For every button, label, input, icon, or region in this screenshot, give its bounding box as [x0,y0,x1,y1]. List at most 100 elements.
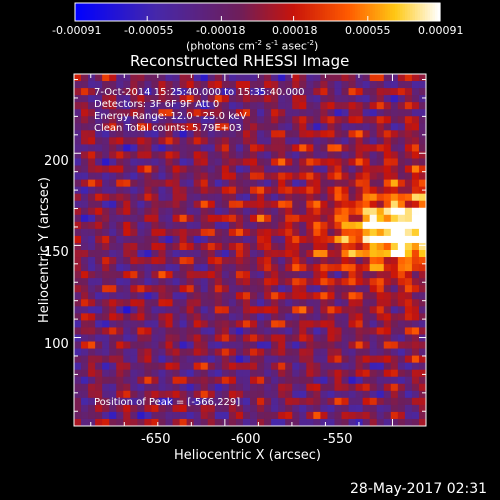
heatmap-cell [158,137,166,145]
heatmap-cell [130,130,138,138]
heatmap-cell [123,299,131,307]
heatmap-cell [81,151,89,159]
heatmap-cell [320,228,328,237]
heatmap-cell [242,123,251,131]
heatmap-cell [278,102,286,110]
heatmap-cell [369,327,378,335]
heatmap-cell [257,116,265,124]
heatmap-cell [81,186,89,195]
heatmap-cell [285,74,293,82]
heatmap-cell [348,285,356,293]
heatmap-cell [306,214,314,223]
heatmap-cell [102,418,110,427]
heatmap-cell [200,320,209,328]
heatmap-cell [235,327,244,335]
heatmap-cell [235,383,244,392]
heatmap-cell [102,327,110,335]
heatmap-cell [186,327,195,335]
heatmap-cell [397,193,406,202]
heatmap-cell [390,193,399,202]
heatmap-cell [299,355,307,364]
heatmap-cell [88,292,96,300]
heatmap-cell [109,369,117,378]
heatmap-cell [334,320,342,328]
colorbar-segment [102,3,106,21]
heatmap-cell [397,221,406,230]
heatmap-cell [355,172,364,180]
heatmap-cell [404,179,413,188]
heatmap-cell [285,144,293,152]
colorbar-segment [237,3,241,21]
heatmap-cell [193,264,202,272]
heatmap-cell [383,130,392,138]
heatmap-cell [313,285,321,293]
heatmap-cell [355,285,364,293]
heatmap-cell [95,404,103,413]
heatmap-cell [235,137,244,145]
colorbar-segment [92,3,96,21]
heatmap-cell [418,228,427,237]
heatmap-cell [165,109,173,117]
heatmap-cell [320,172,328,180]
heatmap-cell [172,95,180,103]
heatmap-cell [228,341,237,349]
heatmap-cell [341,285,349,293]
colorbar-segment [370,3,374,21]
heatmap-cell [271,186,279,195]
heatmap-cell [109,334,117,342]
heatmap-cell [404,137,413,145]
heatmap-cell [411,327,420,335]
heatmap-cell [235,200,244,209]
heatmap-cell [320,81,328,89]
heatmap-cell [81,137,89,145]
heatmap-cell [250,242,258,251]
heatmap-cell [235,313,244,321]
heatmap-cell [341,165,349,173]
heatmap-cell [144,179,152,188]
heatmap-cell [74,404,82,413]
heatmap-cell [74,179,82,188]
heatmap-cell [334,383,342,392]
heatmap-cell [172,172,180,180]
heatmap-cell [172,151,180,159]
heatmap-cell [348,390,356,399]
heatmap-cell [88,306,96,314]
heatmap-cell [242,158,251,166]
heatmap-cell [285,299,293,307]
heatmap-cell [235,158,244,166]
heatmap-cell [102,250,110,258]
y-tick-label: 100 [44,337,69,352]
heatmap-cell [235,172,244,180]
heatmap-cell [221,390,230,399]
heatmap-cell [207,250,216,258]
heatmap-cell [369,193,378,202]
heatmap-cell [95,193,103,202]
heatmap-cell [151,207,159,216]
heatmap-cell [109,123,117,131]
heatmap-cell [313,327,321,335]
heatmap-cell [264,214,272,223]
heatmap-cell [362,390,371,399]
heatmap-cell [341,320,349,328]
heatmap-cell [348,235,356,244]
heatmap-cell [95,397,103,406]
heatmap-cell [264,186,272,195]
colorbar-segment [222,3,226,21]
heatmap-cell [257,404,265,413]
heatmap-cell [334,109,342,117]
heatmap-cell [362,327,371,335]
heatmap-cell [228,88,237,96]
heatmap-cell [306,369,314,378]
heatmap-cell [137,320,145,328]
heatmap-cell [334,292,342,300]
heatmap-cell [158,355,166,364]
heatmap-cell [285,109,293,117]
heatmap-cell [264,397,272,406]
heatmap-cell [327,109,335,117]
colorbar-segment [407,3,411,21]
heatmap-cell [130,390,138,399]
heatmap-cell [179,102,188,110]
heatmap-cell [228,411,237,420]
heatmap-cell [257,88,265,96]
